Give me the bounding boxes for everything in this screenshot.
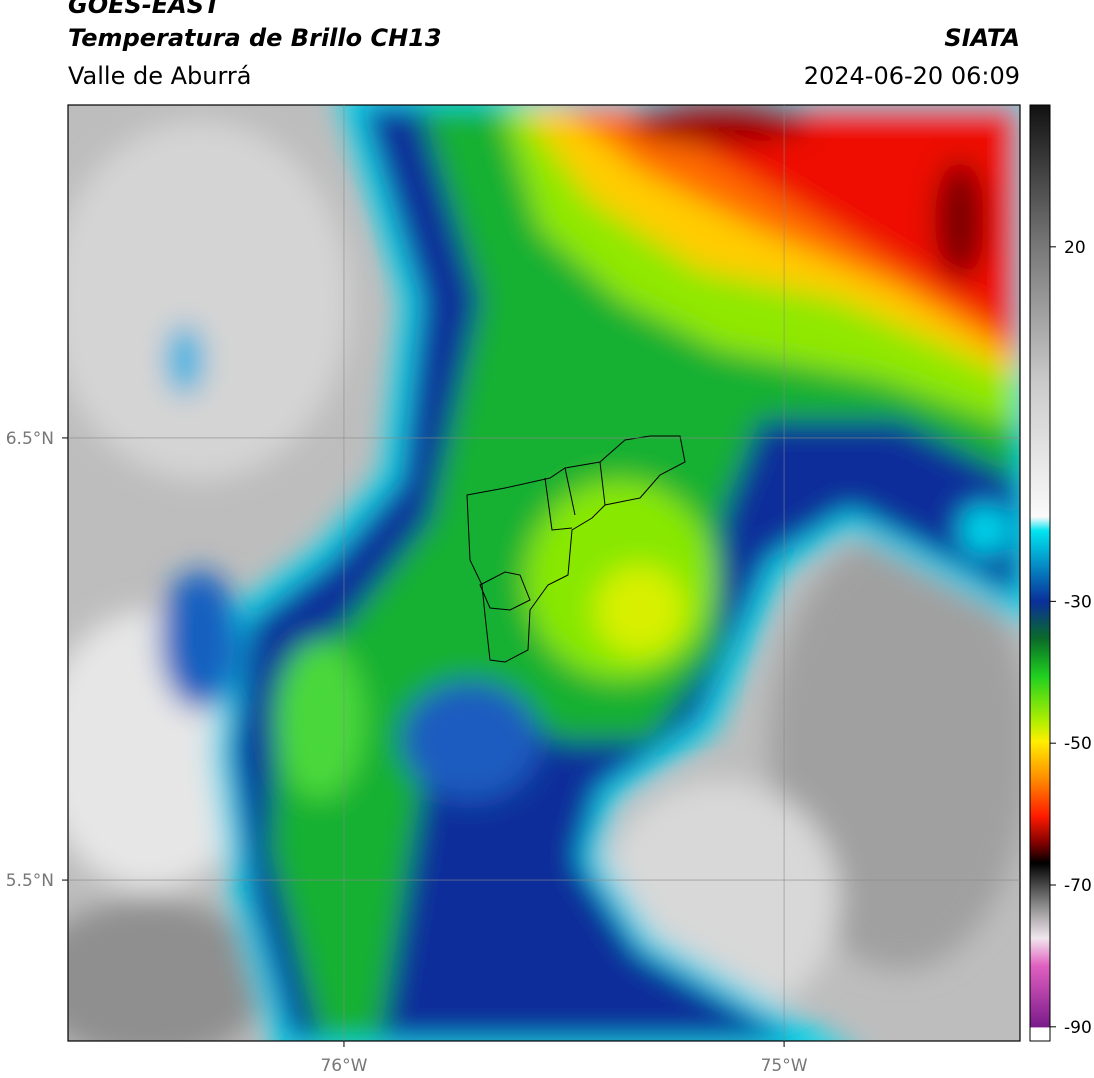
region: Valle de Aburrá <box>68 62 252 90</box>
graticule <box>68 105 1020 1041</box>
y-tick-label: 5.5°N <box>6 871 54 891</box>
colorbar-tick-label: 20 <box>1064 238 1086 258</box>
satellite: GOES-EAST <box>68 0 222 19</box>
x-tick-label: 76°W <box>320 1056 367 1076</box>
y-tick-label: 6.5°N <box>6 429 54 449</box>
colorbar-tick-label: -90 <box>1064 1018 1092 1038</box>
colorbar-tick-label: -70 <box>1064 876 1092 896</box>
satellite-image <box>68 105 1020 1041</box>
colorbar-tick-label: -30 <box>1064 592 1092 612</box>
x-tick-label: 75°W <box>761 1056 808 1076</box>
datetime: 2024-06-20 06:09 <box>804 62 1020 90</box>
source: SIATA <box>944 24 1020 52</box>
colorbar-tick-label: -50 <box>1064 734 1092 754</box>
product: Temperatura de Brillo CH13 <box>68 24 442 52</box>
map-frame <box>67 104 1021 1042</box>
valley-boundary <box>466 435 686 663</box>
colorbar <box>1029 104 1051 1042</box>
